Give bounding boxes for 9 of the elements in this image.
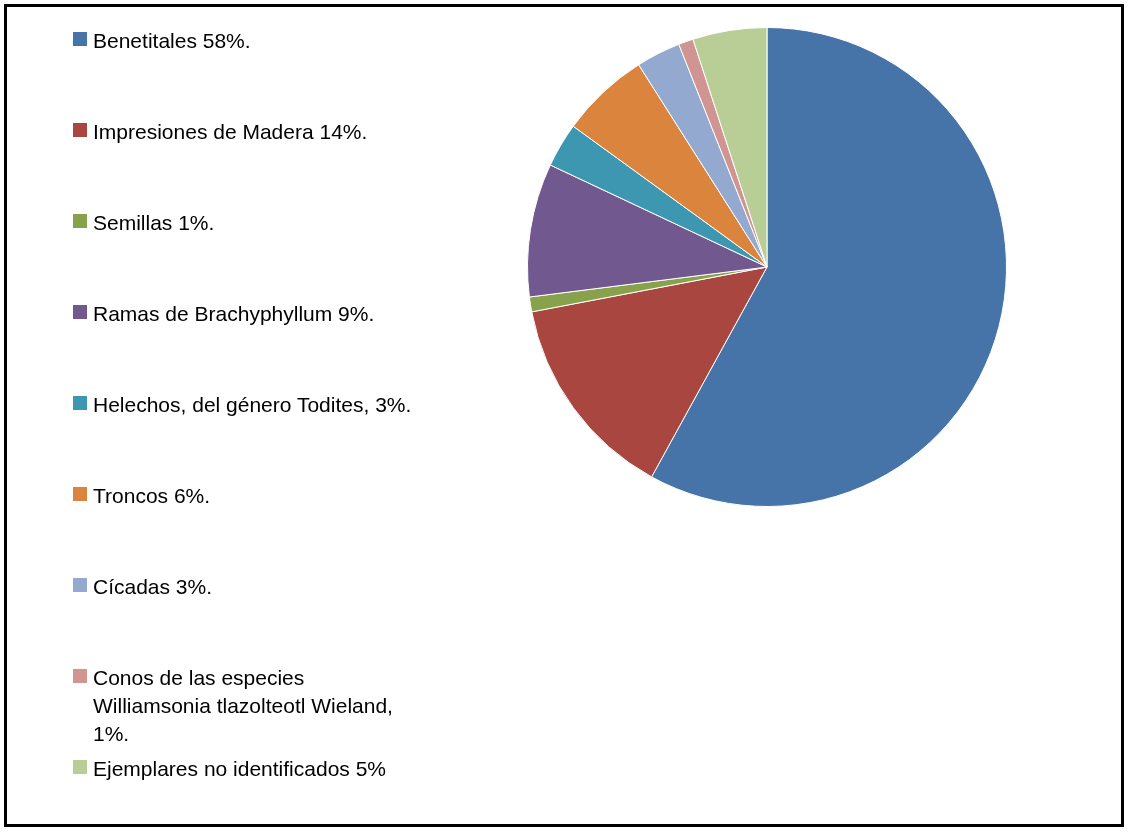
legend-label: Helechos, del género Todites, 3%. bbox=[93, 392, 413, 418]
legend-label: Benetitales 58%. bbox=[93, 28, 252, 54]
legend-label: Troncos 6%. bbox=[93, 483, 212, 509]
legend-label: Semillas 1%. bbox=[93, 210, 216, 236]
legend-label: Cícadas 3%. bbox=[93, 574, 214, 600]
legend-label: Ramas de Brachyphyllum 9%. bbox=[93, 301, 376, 327]
legend-label: Impresiones de Madera 14%. bbox=[93, 119, 369, 145]
legend-label: Conos de las especies Williamsonia tlazolteotl Wieland, 1%. bbox=[93, 665, 394, 747]
legend-label: Ejemplares no identificados 5% bbox=[93, 756, 387, 782]
